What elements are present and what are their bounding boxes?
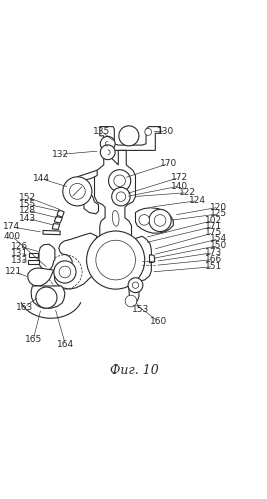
Text: 153: 153	[132, 305, 150, 314]
Text: 155: 155	[18, 200, 36, 209]
Polygon shape	[39, 244, 55, 270]
Circle shape	[139, 215, 150, 225]
Polygon shape	[54, 217, 62, 223]
Polygon shape	[31, 286, 65, 308]
Text: 174: 174	[3, 222, 20, 231]
Text: 135: 135	[92, 127, 110, 136]
Polygon shape	[43, 231, 60, 235]
Text: 400: 400	[3, 232, 21, 241]
Polygon shape	[54, 233, 97, 289]
Text: 170: 170	[160, 159, 177, 168]
Text: 151: 151	[205, 262, 222, 271]
Text: 165: 165	[25, 335, 42, 344]
Circle shape	[100, 136, 115, 151]
Text: 166: 166	[205, 255, 222, 264]
Circle shape	[116, 192, 126, 202]
Circle shape	[154, 215, 166, 226]
Circle shape	[100, 145, 115, 160]
Polygon shape	[135, 208, 173, 233]
Text: 173: 173	[205, 248, 222, 257]
Circle shape	[119, 126, 139, 146]
Polygon shape	[77, 170, 97, 182]
Circle shape	[114, 175, 125, 187]
Text: 121: 121	[5, 267, 22, 276]
Text: 122: 122	[179, 188, 195, 197]
Text: 143: 143	[19, 214, 36, 223]
Polygon shape	[129, 237, 151, 281]
Circle shape	[59, 266, 71, 278]
Text: 120: 120	[210, 203, 227, 212]
Text: Фиг. 10: Фиг. 10	[110, 364, 159, 377]
Circle shape	[69, 184, 85, 199]
Circle shape	[128, 278, 143, 292]
Circle shape	[125, 295, 137, 307]
Text: 124: 124	[189, 196, 206, 205]
Polygon shape	[95, 150, 135, 277]
Polygon shape	[29, 259, 39, 264]
Text: 175: 175	[205, 229, 222, 238]
Text: 144: 144	[33, 174, 50, 183]
Text: 130: 130	[157, 127, 175, 136]
Text: 125: 125	[210, 209, 227, 219]
Circle shape	[36, 287, 57, 308]
Polygon shape	[150, 255, 155, 262]
Circle shape	[54, 261, 76, 283]
Polygon shape	[29, 252, 38, 257]
Polygon shape	[122, 277, 139, 301]
Text: 160: 160	[150, 317, 167, 326]
Polygon shape	[100, 127, 160, 150]
Text: 133: 133	[11, 256, 29, 265]
Polygon shape	[57, 210, 64, 217]
Circle shape	[63, 177, 92, 206]
Text: 132: 132	[52, 150, 69, 159]
Text: 102: 102	[205, 216, 222, 225]
Text: 128: 128	[19, 206, 36, 215]
Polygon shape	[84, 195, 99, 214]
Text: 140: 140	[171, 182, 188, 191]
Text: 154: 154	[210, 235, 227, 244]
Ellipse shape	[112, 211, 119, 226]
Text: 171: 171	[205, 222, 222, 231]
Circle shape	[112, 188, 130, 206]
Text: 164: 164	[57, 340, 74, 349]
Text: 131: 131	[11, 249, 29, 258]
Text: 163: 163	[16, 302, 33, 311]
Text: 152: 152	[19, 193, 36, 202]
Circle shape	[132, 282, 139, 288]
Circle shape	[87, 231, 145, 289]
Circle shape	[96, 240, 135, 280]
Circle shape	[149, 209, 171, 232]
Polygon shape	[52, 224, 60, 230]
Circle shape	[108, 170, 131, 192]
Text: 126: 126	[11, 242, 29, 251]
Circle shape	[145, 128, 152, 135]
Text: 172: 172	[171, 173, 188, 182]
Polygon shape	[28, 268, 54, 286]
Text: 150: 150	[210, 241, 227, 250]
